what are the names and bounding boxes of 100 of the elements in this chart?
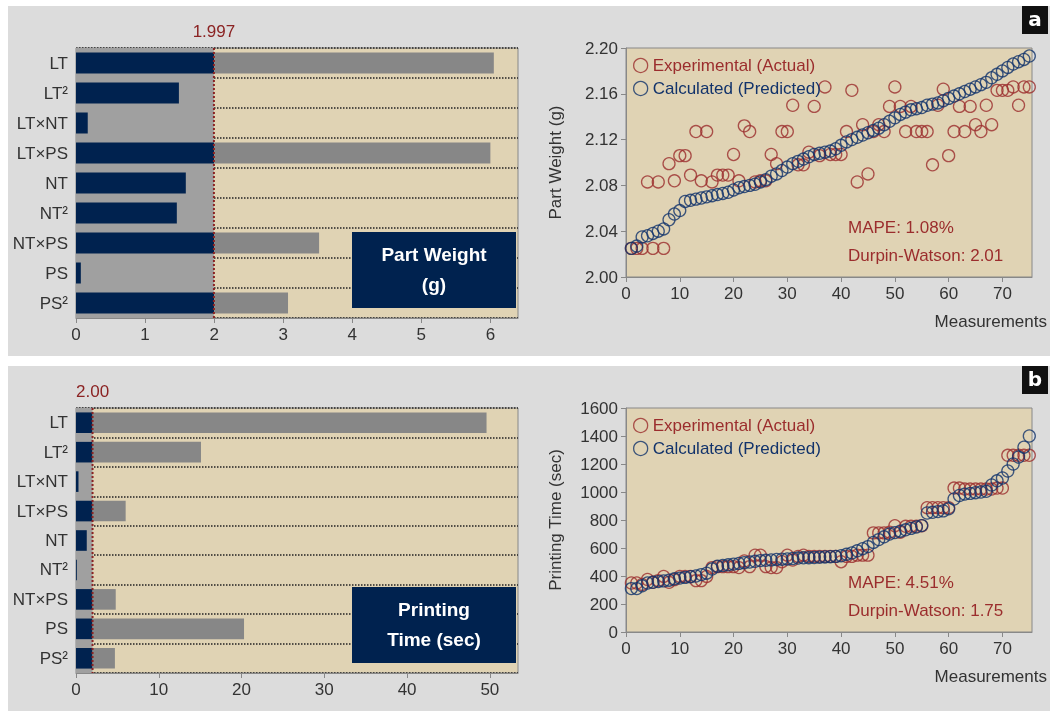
x-tick-label: 30 [777, 284, 797, 303]
y-tick-label: LT×PS [16, 143, 68, 163]
y-tick-label: PS [45, 619, 68, 639]
x-tick-label: 2 [209, 325, 219, 344]
y-tick-label: PS [45, 263, 68, 283]
y-tick-label: 1000 [580, 482, 618, 502]
bar [76, 82, 179, 104]
x-tick-label: 0 [71, 325, 81, 344]
y-axis-title: Printing Time (sec) [546, 449, 565, 591]
x-tick-label: 70 [992, 284, 1012, 303]
y-tick-label: PS² [39, 648, 69, 668]
y-tick-label: LT [49, 53, 68, 73]
bar [92, 412, 487, 434]
x-tick-label: 30 [314, 680, 334, 699]
legend-label: Experimental (Actual) [652, 56, 816, 75]
y-tick-label: NT [45, 173, 68, 193]
y-tick-label: 400 [589, 566, 618, 586]
y-tick-label: 1600 [580, 398, 618, 418]
caption-box: Part Weight (g) [352, 232, 516, 308]
annotation: MAPE: 4.51% [848, 573, 954, 592]
bar [92, 647, 115, 669]
y-tick-label: 0 [608, 622, 618, 642]
x-tick-label: 10 [670, 284, 690, 303]
x-tick-label: 40 [831, 284, 851, 303]
ref-line-label: 2.00 [76, 382, 110, 401]
bar [76, 647, 93, 669]
y-tick-label: NT×PS [12, 233, 68, 253]
bar [76, 292, 215, 314]
bar [76, 530, 87, 551]
x-tick-label: 6 [485, 325, 496, 344]
x-tick-label: 0 [621, 284, 631, 303]
y-tick-label: LT [49, 413, 68, 433]
x-tick-label: 5 [416, 325, 427, 344]
y-tick-label: LT×NT [16, 472, 68, 492]
bar [92, 441, 201, 463]
bar [76, 618, 93, 640]
x-tick-label: 70 [992, 639, 1012, 658]
annotation: Durpin-Watson: 1.75 [848, 601, 1004, 620]
x-axis-title: Measurements [934, 312, 1047, 331]
caption-box: Printing Time (sec) [352, 587, 516, 663]
x-tick-label: 40 [397, 680, 417, 699]
x-tick-label: 50 [885, 284, 905, 303]
x-tick-label: 10 [149, 680, 169, 699]
legend-label: Calculated (Predicted) [652, 79, 821, 98]
y-tick-label: 800 [589, 510, 618, 530]
y-tick-label: NT [45, 531, 68, 550]
y-tick-label: 2.00 [584, 267, 618, 287]
y-tick-label: NT² [39, 560, 69, 580]
y-tick-label: 1200 [580, 454, 618, 474]
y-tick-label: LT² [43, 442, 69, 462]
bar [76, 412, 93, 434]
x-axis-title: Measurements [934, 667, 1047, 686]
annotation: Durpin-Watson: 2.01 [848, 246, 1004, 265]
bar [214, 142, 491, 164]
bar [76, 172, 186, 194]
x-tick-label: 10 [670, 639, 690, 658]
x-tick-label: 4 [347, 325, 357, 344]
x-tick-label: 60 [939, 639, 959, 658]
x-tick-label: 50 [480, 680, 500, 699]
x-tick-label: 30 [777, 639, 797, 658]
y-tick-label: LT×NT [16, 113, 68, 133]
bar [214, 52, 494, 74]
bar [92, 589, 116, 610]
x-tick-label: 1 [140, 325, 150, 344]
bar [76, 232, 215, 254]
x-tick-label: 0 [71, 680, 81, 699]
annotation: MAPE: 1.08% [848, 218, 954, 237]
y-tick-label: LT² [43, 83, 69, 103]
y-tick-label: 2.16 [584, 84, 618, 104]
bar [76, 500, 93, 522]
x-tick-label: 40 [831, 639, 851, 658]
y-tick-label: LT×PS [16, 501, 68, 521]
y-tick-label: 600 [589, 538, 618, 558]
legend-label: Calculated (Predicted) [652, 439, 821, 458]
ref-line-label: 1.997 [192, 22, 236, 41]
x-tick-label: 0 [621, 639, 631, 658]
y-tick-label: 2.12 [584, 130, 618, 150]
bar [76, 202, 177, 224]
annotation: Printing Time (sec) [386, 598, 482, 652]
bar [92, 500, 126, 522]
bar [76, 142, 215, 164]
y-tick-label: 200 [589, 594, 618, 614]
bar [214, 232, 320, 254]
annotation: Part Weight (g) [380, 243, 488, 297]
x-tick-label: 50 [885, 639, 905, 658]
x-tick-label: 20 [232, 680, 251, 699]
bar [76, 441, 93, 463]
x-tick-label: 20 [724, 639, 744, 658]
x-tick-label: 20 [724, 284, 744, 303]
bar [76, 589, 93, 610]
bar [76, 262, 81, 284]
bar [92, 618, 245, 640]
legend-label: Experimental (Actual) [652, 416, 816, 435]
bar [214, 292, 289, 314]
y-tick-label: PS² [39, 293, 69, 313]
bar [76, 52, 215, 74]
y-tick-label: 2.04 [584, 221, 618, 241]
x-tick-label: 60 [939, 284, 959, 303]
y-tick-label: NT² [39, 203, 69, 223]
y-axis-title: Part Weight (g) [546, 105, 565, 220]
